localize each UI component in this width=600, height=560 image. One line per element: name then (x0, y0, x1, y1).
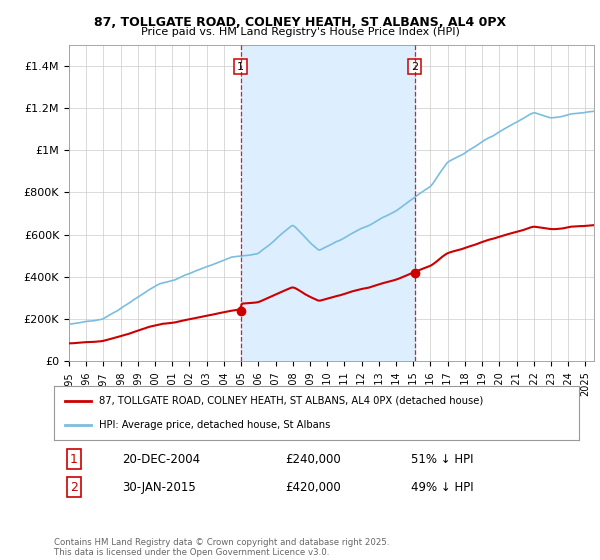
Text: 51% ↓ HPI: 51% ↓ HPI (411, 452, 473, 466)
Bar (241, 45, 415, 361)
Text: HPI: Average price, detached house, St Albans: HPI: Average price, detached house, St A… (98, 420, 330, 430)
Text: 2: 2 (70, 480, 78, 494)
Text: £240,000: £240,000 (285, 452, 341, 466)
Text: Contains HM Land Registry data © Crown copyright and database right 2025.
This d: Contains HM Land Registry data © Crown c… (54, 538, 389, 557)
Text: 2: 2 (411, 62, 418, 72)
Text: 49% ↓ HPI: 49% ↓ HPI (411, 480, 473, 494)
Text: 87, TOLLGATE ROAD, COLNEY HEATH, ST ALBANS, AL4 0PX: 87, TOLLGATE ROAD, COLNEY HEATH, ST ALBA… (94, 16, 506, 29)
Text: 1: 1 (70, 452, 78, 466)
Text: £420,000: £420,000 (285, 480, 341, 494)
Text: 87, TOLLGATE ROAD, COLNEY HEATH, ST ALBANS, AL4 0PX (detached house): 87, TOLLGATE ROAD, COLNEY HEATH, ST ALBA… (98, 396, 483, 406)
Text: Price paid vs. HM Land Registry's House Price Index (HPI): Price paid vs. HM Land Registry's House … (140, 27, 460, 37)
Text: 30-JAN-2015: 30-JAN-2015 (122, 480, 196, 494)
Text: 20-DEC-2004: 20-DEC-2004 (122, 452, 200, 466)
Text: 1: 1 (237, 62, 244, 72)
